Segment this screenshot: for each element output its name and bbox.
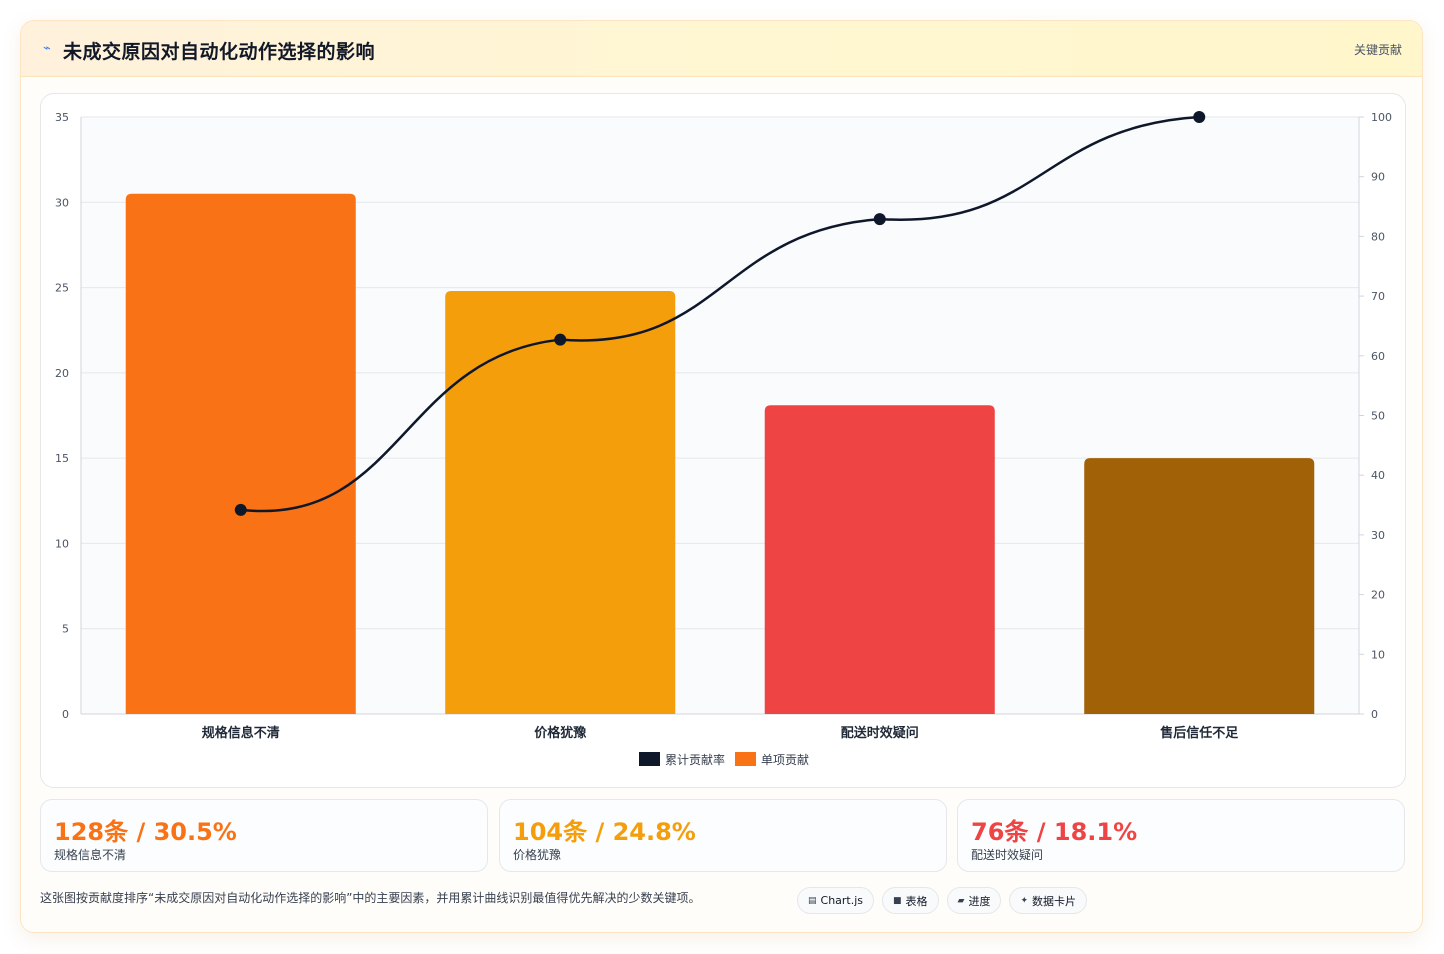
- line-point: [873, 213, 886, 226]
- y2-tick-label: 0: [1371, 708, 1378, 721]
- chart-card: ⌁ 未成交原因对自动化动作选择的影响 关键贡献 0 5 10 15 20 25 30 35 0 1…: [20, 20, 1423, 933]
- stat-card-3: 76条 / 18.1% 配送时效疑问: [957, 799, 1405, 872]
- stat-label: 规格信息不清: [54, 848, 127, 862]
- stat-label: 配送时效疑问: [971, 848, 1044, 862]
- legend-label: 累计贡献率: [665, 752, 725, 767]
- x-tick-label: 规格信息不清: [202, 725, 280, 741]
- stat-label: 价格犹豫: [513, 848, 562, 862]
- stat-card-1: 128条 / 30.5% 规格信息不清: [40, 799, 488, 872]
- y-tick-label: 10: [55, 537, 69, 550]
- y2-tick-label: 60: [1371, 350, 1385, 363]
- stat-value: 76条 / 18.1%: [971, 818, 1138, 846]
- y2-tick-label: 50: [1371, 410, 1385, 423]
- y2-tick-label: 80: [1371, 230, 1385, 243]
- cumulative-line: [240, 115, 1200, 513]
- y2-tick-label: 100: [1371, 111, 1392, 124]
- x-tick-label: 价格犹豫: [534, 725, 586, 741]
- bar: [1084, 458, 1315, 714]
- tag-label: 进度: [968, 894, 991, 908]
- tag-table[interactable]: ■ 表格: [882, 887, 939, 914]
- bar: [445, 290, 676, 714]
- tag-progress[interactable]: ▰ 进度: [946, 887, 1002, 914]
- y-tick-label: 15: [55, 452, 69, 465]
- chart-panel: 0 5 10 15 20 25 30 35 0 10 20 30 40 50 60 70 80 90 100 规格信息…: [40, 93, 1406, 788]
- sparkle-icon: ✦: [1020, 895, 1029, 906]
- y2-tick-label: 70: [1371, 290, 1385, 303]
- y2-tick-label: 90: [1371, 171, 1385, 184]
- tag-chartjs[interactable]: ▤ Chart.js: [797, 887, 875, 914]
- stat-value: 104条 / 24.8%: [513, 818, 696, 846]
- legend-swatch: [735, 752, 756, 766]
- line-point: [1193, 111, 1206, 123]
- y-tick-label: 5: [62, 623, 69, 636]
- tag-list: ▤ Chart.js ■ 表格 ▰ 进度 ✦ 数据卡片: [797, 887, 1088, 914]
- stat-card-2: 104条 / 24.8% 价格犹豫: [499, 799, 947, 872]
- page-title: 未成交原因对自动化动作选择的影响: [63, 41, 376, 63]
- y2-tick-label: 40: [1371, 469, 1385, 482]
- y-tick-label: 20: [55, 367, 69, 380]
- y-tick-label: 25: [55, 282, 69, 295]
- y-tick-label: 0: [62, 708, 69, 721]
- y-tick-label: 30: [55, 196, 69, 209]
- y-tick-label: 35: [55, 111, 69, 124]
- x-tick-label: 售后信任不足: [1160, 725, 1239, 741]
- y2-tick-label: 30: [1371, 529, 1385, 542]
- pareto-chart: 0 5 10 15 20 25 30 35 0 10 20 30 40 50 60 70 80 90 100 规格信息…: [55, 111, 1392, 767]
- bar: [764, 405, 995, 714]
- x-tick-label: 配送时效疑问: [841, 725, 919, 741]
- chart-description: 这张图按贡献度排序“未成交原因对自动化动作选择的影响”中的主要因素，并用累计曲线…: [40, 891, 701, 905]
- legend-label: 单项贡献: [761, 752, 809, 767]
- line-point: [554, 333, 567, 346]
- table-icon: ■: [893, 895, 902, 906]
- stat-value: 128条 / 30.5%: [54, 818, 237, 846]
- chart-icon: ▤: [808, 895, 817, 906]
- tag-label: Chart.js: [820, 894, 864, 907]
- y2-tick-label: 10: [1371, 648, 1385, 661]
- tag-label: 表格: [905, 894, 928, 908]
- legend-swatch: [639, 752, 660, 766]
- bar: [125, 193, 356, 714]
- card-header: ⌁ 未成交原因对自动化动作选择的影响 关键贡献: [21, 21, 1422, 77]
- tag-label: 数据卡片: [1032, 894, 1077, 908]
- tag-data-card[interactable]: ✦ 数据卡片: [1009, 887, 1088, 914]
- y2-tick-label: 20: [1371, 589, 1385, 602]
- line-point: [234, 503, 247, 516]
- progress-icon: ▰: [957, 895, 965, 906]
- lightning-icon: ⌁: [43, 41, 51, 56]
- key-contribution-badge: 关键贡献: [1353, 43, 1402, 57]
